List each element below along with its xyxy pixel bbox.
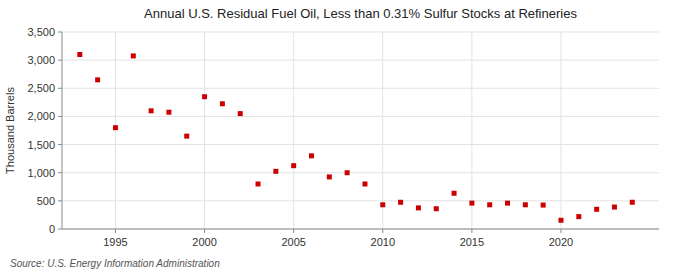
x-tick [471,229,472,233]
y-grid-line [62,116,659,117]
grid [62,32,659,229]
x-tick [293,229,294,233]
y-tick-label: 1,000 [27,167,55,179]
y-tick-label: 1,500 [27,139,55,151]
y-grid-line [62,88,659,89]
y-tick [58,144,62,145]
x-tick [560,229,561,233]
scatter-point [362,181,367,186]
x-grid-line [204,32,205,229]
scatter-point [77,52,82,57]
chart-svg: Annual U.S. Residual Fuel Oil, Less than… [0,0,675,275]
scatter-points [77,52,634,223]
scatter-point [398,200,403,205]
scatter-point [113,125,118,130]
y-tick [58,32,62,33]
scatter-point [95,77,100,82]
scatter-point [184,134,189,139]
scatter-point [309,153,314,158]
scatter-point [238,111,243,116]
y-grid-line [62,229,659,230]
scatter-point [131,53,136,58]
chart-title: Annual U.S. Residual Fuel Oil, Less than… [144,6,577,21]
x-tick-label: 2010 [371,236,395,248]
y-tick [58,116,62,117]
y-tick [58,172,62,173]
y-tick [58,200,62,201]
chart-container: Annual U.S. Residual Fuel Oil, Less than… [0,0,675,275]
scatter-point [345,170,350,175]
y-tick [58,229,62,230]
scatter-point [452,191,457,196]
scatter-point [416,205,421,210]
scatter-point [523,202,528,207]
source-note: Source: U.S. Energy Information Administ… [10,258,220,269]
scatter-point [327,174,332,179]
scatter-point [256,181,261,186]
x-grid-line [115,32,116,229]
y-tick [58,88,62,89]
x-tick [204,229,205,233]
y-grid-line [62,60,659,61]
page: {"chart_data": {"type": "scatter", "titl… [0,0,675,275]
x-tick [115,229,116,233]
scatter-point [558,218,563,223]
x-tick-label: 2000 [192,236,216,248]
y-grid-line [62,172,659,173]
y-tick-label: 3,500 [27,26,55,38]
y-tick-label: 2,500 [27,82,55,94]
y-tick-label: 2,000 [27,110,55,122]
x-tick-label: 2015 [460,236,484,248]
scatter-point [291,163,296,168]
y-tick-label: 0 [49,223,55,235]
scatter-point [149,108,154,113]
y-grid-line [62,144,659,145]
x-tick-label: 1995 [103,236,127,248]
scatter-point [612,205,617,210]
scatter-point [434,206,439,211]
x-grid-line [382,32,383,229]
scatter-point [166,110,171,115]
scatter-point [505,201,510,206]
x-grid-line [471,32,472,229]
x-grid-line [293,32,294,229]
scatter-point [576,214,581,219]
y-tick-label: 500 [37,195,55,207]
scatter-point [469,201,474,206]
scatter-point [541,203,546,208]
scatter-point [630,200,635,205]
scatter-point [487,202,492,207]
y-axis-label: Thousand Barrels [4,87,16,174]
scatter-point [594,207,599,212]
x-tick [382,229,383,233]
y-axis-line [62,32,63,229]
scatter-point [220,101,225,106]
x-tick-label: 2020 [549,236,573,248]
y-tick-label: 3,000 [27,54,55,66]
x-grid-line [560,32,561,229]
scatter-point [380,202,385,207]
axes: 0 500 1,000 1,500 2,000 2,500 3,000 3,500 1995 20… [27,26,659,248]
scatter-point [202,94,207,99]
y-tick [58,60,62,61]
scatter-point [273,169,278,174]
y-grid-line [62,32,659,33]
x-axis-line [62,229,659,230]
x-tick-label: 2005 [281,236,305,248]
y-grid-line [62,200,659,201]
